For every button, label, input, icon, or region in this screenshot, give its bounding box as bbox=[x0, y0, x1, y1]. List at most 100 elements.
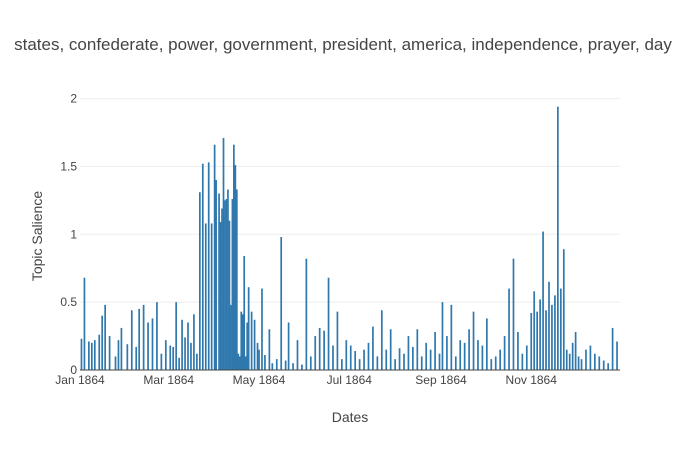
x-tick-label: May 1864 bbox=[233, 373, 286, 387]
bar bbox=[372, 326, 374, 370]
bar bbox=[607, 363, 610, 370]
bar bbox=[169, 345, 172, 370]
bar bbox=[539, 299, 541, 370]
bar bbox=[213, 144, 216, 370]
grid-layer bbox=[80, 98, 620, 303]
x-tick-label: Nov 1864 bbox=[506, 373, 558, 387]
bar bbox=[459, 340, 462, 370]
bar bbox=[416, 329, 419, 370]
bar bbox=[210, 223, 213, 370]
bar bbox=[577, 356, 580, 370]
bar bbox=[305, 258, 308, 370]
bar bbox=[221, 208, 223, 370]
bar bbox=[559, 288, 562, 370]
bar bbox=[536, 311, 539, 370]
bar bbox=[318, 327, 321, 370]
bar bbox=[238, 356, 241, 370]
bar bbox=[227, 189, 229, 370]
bar bbox=[477, 340, 479, 370]
bar bbox=[367, 342, 370, 370]
bar bbox=[287, 322, 290, 370]
bar bbox=[463, 342, 466, 370]
bar bbox=[420, 356, 423, 370]
bar bbox=[499, 349, 502, 370]
bar bbox=[314, 336, 317, 370]
bar bbox=[196, 353, 198, 370]
bar bbox=[80, 338, 83, 370]
y-tick-label: 0 bbox=[70, 363, 77, 377]
bar bbox=[376, 356, 379, 370]
bar bbox=[256, 342, 259, 370]
x-tick-label: Jan 1864 bbox=[55, 373, 105, 387]
bar bbox=[545, 310, 547, 370]
y-tick-layer: 0 0.5 1 1.5 2 bbox=[60, 92, 77, 377]
bar bbox=[175, 302, 178, 370]
bar bbox=[494, 356, 497, 370]
x-tick-label: Mar 1864 bbox=[143, 373, 194, 387]
bar bbox=[434, 332, 436, 370]
bar bbox=[230, 304, 232, 370]
bar bbox=[93, 340, 96, 370]
bar bbox=[275, 359, 278, 370]
bar bbox=[542, 231, 544, 370]
bar bbox=[565, 349, 568, 370]
bar bbox=[135, 346, 138, 370]
bar bbox=[585, 349, 587, 370]
bar bbox=[201, 163, 204, 370]
bar bbox=[218, 193, 220, 370]
bar bbox=[412, 346, 414, 370]
bar bbox=[446, 336, 448, 370]
bar bbox=[301, 364, 303, 370]
bar bbox=[147, 322, 149, 370]
bar bbox=[403, 353, 405, 370]
bar bbox=[602, 360, 605, 370]
bar bbox=[425, 342, 428, 370]
bar bbox=[114, 356, 117, 370]
bar bbox=[429, 349, 432, 370]
bar bbox=[341, 359, 343, 370]
bar bbox=[309, 356, 312, 370]
bar bbox=[233, 144, 235, 370]
bar bbox=[247, 287, 250, 370]
bar bbox=[548, 281, 550, 370]
bar bbox=[450, 304, 453, 370]
bar bbox=[358, 359, 361, 370]
bar bbox=[237, 353, 240, 370]
bar bbox=[589, 345, 592, 370]
bar bbox=[204, 223, 207, 370]
bar bbox=[525, 345, 528, 370]
bar bbox=[190, 342, 192, 370]
bar bbox=[104, 304, 107, 370]
bar bbox=[323, 330, 325, 370]
bar bbox=[385, 349, 388, 370]
bar bbox=[108, 336, 111, 370]
bar bbox=[485, 318, 488, 370]
bar bbox=[250, 311, 253, 370]
bar bbox=[234, 165, 237, 370]
y-axis-title: Topic Salience bbox=[29, 191, 45, 281]
bar bbox=[512, 258, 515, 370]
bar bbox=[363, 349, 365, 370]
bar bbox=[156, 302, 158, 370]
bar bbox=[389, 329, 392, 370]
bar bbox=[241, 314, 244, 370]
bar bbox=[261, 288, 263, 370]
bar bbox=[228, 220, 231, 370]
x-tick-label: Sep 1864 bbox=[415, 373, 467, 387]
bar bbox=[533, 291, 536, 370]
bar bbox=[398, 348, 401, 370]
bar bbox=[151, 318, 154, 370]
y-tick-label: 1 bbox=[70, 227, 77, 241]
y-tick-label: 0.5 bbox=[60, 295, 77, 309]
bar bbox=[225, 199, 228, 370]
x-tick-label: Jul 1864 bbox=[327, 373, 373, 387]
bar bbox=[481, 345, 484, 370]
bar bbox=[215, 180, 217, 370]
x-axis-title: Dates bbox=[332, 409, 369, 425]
bar bbox=[336, 311, 339, 370]
bar bbox=[126, 344, 129, 370]
bar bbox=[164, 340, 167, 370]
x-tick-layer: Jan 1864 Mar 1864 May 1864 Jul 1864 Sep 1864… bbox=[55, 373, 557, 387]
bar bbox=[394, 359, 396, 370]
